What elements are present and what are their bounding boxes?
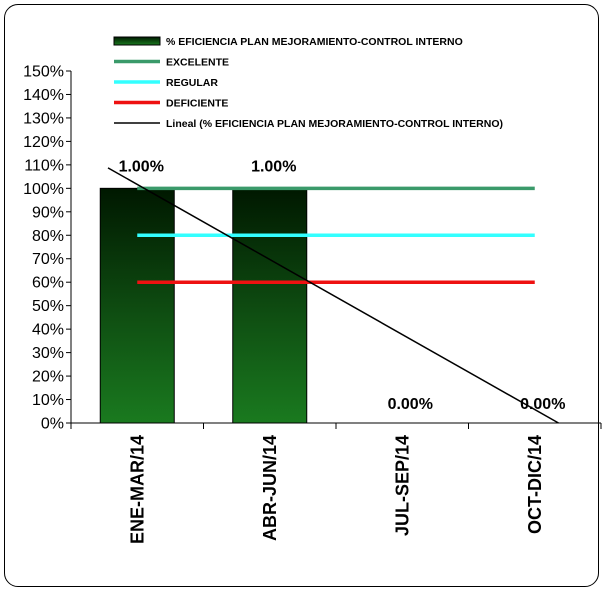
y-tick-label: 70% — [32, 251, 64, 268]
y-tick-label: 130% — [23, 110, 64, 127]
x-category-label: ENE-MAR/14 — [127, 435, 147, 544]
y-tick-label: 100% — [23, 181, 64, 198]
data-labels: 1.00% 1.00% 0.00% 0.00% — [119, 158, 566, 413]
trendline-line — [107, 167, 559, 424]
data-label: 0.00% — [520, 396, 565, 413]
bars — [99, 187, 308, 424]
y-tick-label: 90% — [32, 204, 64, 221]
y-tick-label: 80% — [32, 228, 64, 245]
reference-lines — [137, 186, 535, 284]
y-tick-label: 120% — [23, 134, 64, 151]
y-tick-label: 60% — [32, 275, 64, 292]
bar — [232, 187, 308, 424]
legend-swatch — [113, 36, 161, 46]
y-tick-label: 20% — [32, 369, 64, 386]
x-axis: ENE-MAR/14 ABR-JUN/14 JUL-SEP/14 OCT-DIC/14 — [70, 422, 602, 544]
data-label: 1.00% — [119, 158, 164, 175]
y-tick-label: 150% — [23, 64, 64, 81]
legend-label: % EFICIENCIA PLAN MEJORAMIENTO-CONTROL I… — [166, 36, 463, 48]
data-label: 1.00% — [251, 158, 296, 175]
legend-label: DEFICIENTE — [166, 98, 228, 110]
y-tick-label: 140% — [23, 87, 64, 104]
data-label: 0.00% — [388, 396, 433, 413]
bar — [99, 187, 175, 424]
y-axis: 0% 10% 20% 30% 40% 50% 60% 70% 80% 90% 100% 110% 120… — [23, 64, 72, 433]
legend-label: Lineal (% EFICIENCIA PLAN MEJORAMIENTO-C… — [166, 118, 503, 130]
y-tick-label: 110% — [24, 157, 64, 174]
y-tick-label: 30% — [32, 345, 64, 362]
x-category-label: ABR-JUN/14 — [260, 435, 280, 541]
legend-label: REGULAR — [166, 77, 218, 89]
legend-label: EXCELENTE — [166, 57, 229, 69]
y-tick-label: 10% — [32, 392, 64, 409]
x-category-label: JUL-SEP/14 — [392, 435, 412, 536]
x-category-label: OCT-DIC/14 — [525, 435, 545, 534]
y-tick-label: 50% — [32, 298, 64, 315]
trendline — [107, 167, 559, 424]
y-tick-label: 0% — [41, 416, 64, 433]
legend: % EFICIENCIA PLAN MEJORAMIENTO-CONTROL I… — [113, 36, 503, 130]
y-tick-label: 40% — [32, 322, 64, 339]
